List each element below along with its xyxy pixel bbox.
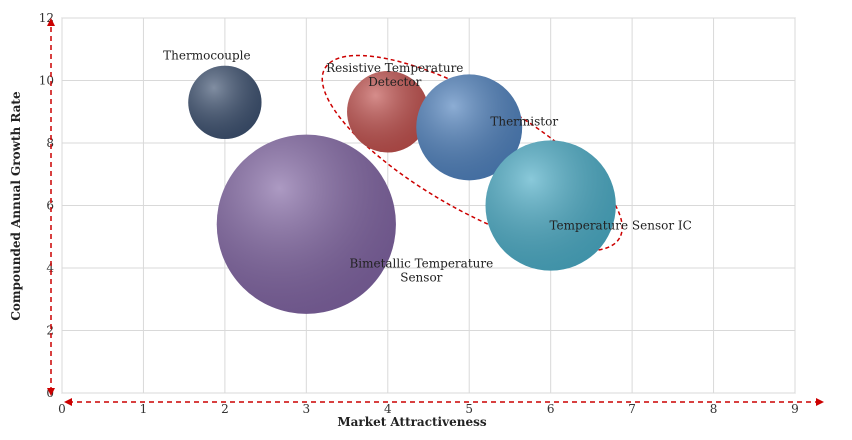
bubbles	[188, 65, 616, 314]
highlight-ellipse-shape	[321, 54, 623, 252]
x-tick-label: 1	[140, 402, 148, 416]
bubble-shade-thermistor	[416, 74, 523, 181]
bubble-label-thermistor: Thermistor	[490, 114, 558, 128]
bubble-shade-bimetallic-temperature-sensor	[216, 134, 396, 314]
x-tick-label: 4	[384, 402, 392, 416]
bubble-shade-resistive-temperature-detector	[347, 71, 429, 153]
bubble-label-resistive-temperature-detector: Resistive Temperature Detector	[326, 61, 463, 89]
x-tick-label: 7	[628, 402, 636, 416]
x-tick-label: 9	[791, 402, 799, 416]
grid-lines	[61, 17, 796, 394]
x-tick-label: 0	[58, 402, 66, 416]
y-tick-label: 0	[46, 386, 54, 400]
bubble-labels: Thermocouple Resistive Temperature Detecto…	[163, 48, 692, 284]
x-tick-labels: 0 1 2 3 4 5 6 7 8 9	[58, 402, 799, 416]
x-tick-label: 2	[221, 402, 229, 416]
bubble-label-thermocouple: Thermocouple	[163, 48, 250, 62]
y-tick-label: 6	[46, 199, 54, 213]
bubble-shade-thermocouple	[188, 65, 262, 140]
y-tick-label: 10	[39, 74, 54, 88]
bubble-label-temperature-sensor-ic: Temperature Sensor IC	[549, 219, 691, 233]
highlight-ellipse	[321, 54, 623, 252]
y-tick-label: 8	[46, 136, 54, 150]
bubble-shade-temperature-sensor-ic	[485, 140, 616, 271]
y-axis-title: Compounded Annual Growth Rate	[9, 91, 23, 321]
x-tick-label: 8	[710, 402, 718, 416]
y-tick-label: 4	[46, 261, 54, 275]
x-tick-label: 3	[303, 402, 311, 416]
x-tick-label: 6	[547, 402, 555, 416]
x-tick-label: 5	[465, 402, 473, 416]
x-axis-title: Market Attractiveness	[337, 415, 486, 429]
bubble-label-bimetallic-temperature-sensor: Bimetallic Temperature Sensor	[349, 256, 493, 284]
y-tick-label: 2	[46, 324, 54, 338]
